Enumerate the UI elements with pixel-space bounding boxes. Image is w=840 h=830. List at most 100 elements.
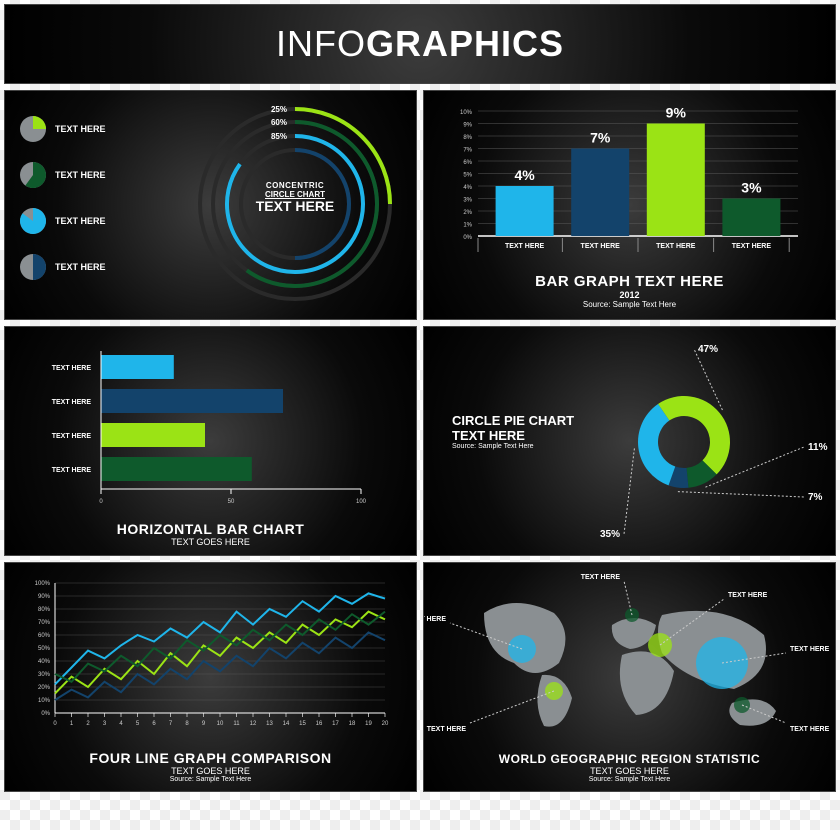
svg-text:9: 9 (202, 721, 206, 727)
svg-text:TEXT HERE: TEXT HERE (424, 616, 446, 623)
map-subtitle: TEXT GOES HERE (424, 766, 835, 776)
bar-chart-year: 2012 (424, 290, 835, 300)
bar-chart-svg: 0%1%2%3%4%5%6%7%8%9%10%4%TEXT HERE7%TEXT… (424, 91, 832, 261)
donut-subtitle: TEXT HERE (452, 428, 574, 443)
svg-text:1%: 1% (463, 223, 472, 229)
svg-text:60%: 60% (38, 633, 51, 639)
svg-text:0%: 0% (41, 711, 50, 717)
page-title: INFOGRAPHICS (276, 23, 564, 65)
bar-chart-panel: 0%1%2%3%4%5%6%7%8%9%10%4%TEXT HERE7%TEXT… (423, 90, 836, 320)
line-title-block: FOUR LINE GRAPH COMPARISON TEXT GOES HER… (5, 750, 416, 783)
donut-title: CIRCLE PIE CHART (452, 413, 574, 428)
bar-chart-source: Source: Sample Text Here (424, 300, 835, 309)
line-title: FOUR LINE GRAPH COMPARISON (5, 750, 416, 766)
svg-text:7%: 7% (590, 130, 611, 146)
svg-text:3%: 3% (741, 180, 762, 196)
svg-text:TEXT HERE: TEXT HERE (790, 726, 830, 733)
svg-text:0%: 0% (463, 235, 472, 241)
center-big: TEXT HERE (235, 199, 355, 214)
title-bold: GRAPHICS (366, 23, 564, 64)
legend-label: TEXT HERE (55, 124, 106, 134)
svg-text:10%: 10% (460, 110, 473, 116)
hbar-chart-svg: TEXT HERETEXT HERETEXT HERETEXT HERE0501… (5, 327, 413, 512)
line-source: Source: Sample Text Here (5, 776, 416, 783)
bar-chart-title: BAR GRAPH TEXT HERE (424, 273, 835, 290)
hbar-title: HORIZONTAL BAR CHART (5, 521, 416, 537)
svg-text:1: 1 (70, 721, 74, 727)
svg-text:0: 0 (99, 499, 103, 505)
donut-chart-panel: 47% 11% 7% 35% CIRCLE PIE CHART TEXT HERE S… (423, 326, 836, 556)
bar-chart-title-block: BAR GRAPH TEXT HERE 2012 Source: Sample … (424, 273, 835, 309)
svg-text:3: 3 (103, 721, 107, 727)
svg-text:7%: 7% (463, 148, 472, 154)
svg-text:20: 20 (382, 721, 389, 727)
legend-label: TEXT HERE (55, 262, 106, 272)
line-chart-svg: 0%10%20%30%40%50%60%70%80%90%100%0123456… (5, 563, 413, 748)
header-panel: INFOGRAPHICS (4, 4, 836, 84)
svg-text:17: 17 (332, 721, 339, 727)
svg-text:12: 12 (250, 721, 257, 727)
svg-text:TEXT HERE: TEXT HERE (52, 365, 92, 372)
map-panel: TEXT HERE TEXT HERE TEXT HERE TEXT HERE TEXT… (423, 562, 836, 792)
map-title: WORLD GEOGRAPHIC REGION STATISTIC (424, 752, 835, 766)
svg-text:40%: 40% (38, 659, 51, 665)
svg-text:TEXT HERE: TEXT HERE (790, 646, 830, 653)
svg-text:0: 0 (53, 721, 57, 727)
svg-text:2: 2 (86, 721, 90, 727)
svg-text:TEXT HERE: TEXT HERE (52, 433, 92, 440)
svg-text:TEXT HERE: TEXT HERE (581, 243, 621, 250)
svg-text:11: 11 (233, 721, 240, 727)
svg-text:7: 7 (169, 721, 173, 727)
svg-text:25%: 25% (271, 105, 287, 114)
svg-text:19: 19 (365, 721, 372, 727)
svg-text:50%: 50% (38, 646, 51, 652)
svg-text:47%: 47% (698, 344, 718, 355)
svg-text:90%: 90% (38, 594, 51, 600)
svg-text:TEXT HERE: TEXT HERE (732, 243, 772, 250)
svg-text:5%: 5% (463, 173, 472, 179)
legend-list: TEXT HERE TEXT HERE TEXT HERE TEXT HERE (19, 115, 106, 299)
legend-item: TEXT HERE (19, 115, 106, 143)
svg-text:35%: 35% (600, 529, 620, 540)
svg-text:9%: 9% (666, 105, 687, 121)
svg-text:14: 14 (283, 721, 290, 727)
center-line1: CONCENTRIC (235, 181, 355, 190)
map-svg: TEXT HERE TEXT HERE TEXT HERE TEXT HERE TEXT… (424, 563, 832, 753)
concentric-chart-panel: TEXT HERE TEXT HERE TEXT HERE TEXT HERE 25%… (4, 90, 417, 320)
svg-text:8: 8 (185, 721, 189, 727)
svg-text:50: 50 (228, 499, 235, 505)
legend-item: TEXT HERE (19, 161, 106, 189)
svg-text:TEXT HERE: TEXT HERE (656, 243, 696, 250)
svg-text:6: 6 (152, 721, 156, 727)
svg-text:TEXT HERE: TEXT HERE (728, 592, 768, 599)
donut-source: Source: Sample Text Here (452, 443, 574, 450)
line-subtitle: TEXT GOES HERE (5, 766, 416, 776)
svg-text:TEXT HERE: TEXT HERE (581, 574, 621, 581)
svg-text:100%: 100% (35, 581, 51, 587)
line-chart-panel: 0%10%20%30%40%50%60%70%80%90%100%0123456… (4, 562, 417, 792)
svg-text:10%: 10% (38, 698, 51, 704)
svg-text:5: 5 (136, 721, 140, 727)
svg-text:16: 16 (316, 721, 323, 727)
svg-text:80%: 80% (38, 607, 51, 613)
hbar-subtitle: TEXT GOES HERE (5, 537, 416, 547)
svg-text:15: 15 (299, 721, 306, 727)
legend-label: TEXT HERE (55, 216, 106, 226)
svg-text:TEXT HERE: TEXT HERE (52, 399, 92, 406)
svg-text:13: 13 (266, 721, 273, 727)
svg-text:100: 100 (356, 499, 367, 505)
svg-text:60%: 60% (271, 118, 287, 127)
map-title-block: WORLD GEOGRAPHIC REGION STATISTIC TEXT G… (424, 752, 835, 783)
svg-text:11%: 11% (808, 442, 828, 453)
svg-text:7%: 7% (808, 492, 823, 503)
donut-title-block: CIRCLE PIE CHART TEXT HERE Source: Sampl… (452, 413, 574, 450)
svg-text:10: 10 (217, 721, 224, 727)
svg-text:18: 18 (349, 721, 356, 727)
svg-text:TEXT HERE: TEXT HERE (505, 243, 545, 250)
svg-text:9%: 9% (463, 123, 472, 129)
svg-text:TEXT HERE: TEXT HERE (427, 726, 467, 733)
legend-item: TEXT HERE (19, 253, 106, 281)
svg-text:30%: 30% (38, 672, 51, 678)
map-source: Source: Sample Text Here (424, 776, 835, 783)
svg-text:6%: 6% (463, 160, 472, 166)
